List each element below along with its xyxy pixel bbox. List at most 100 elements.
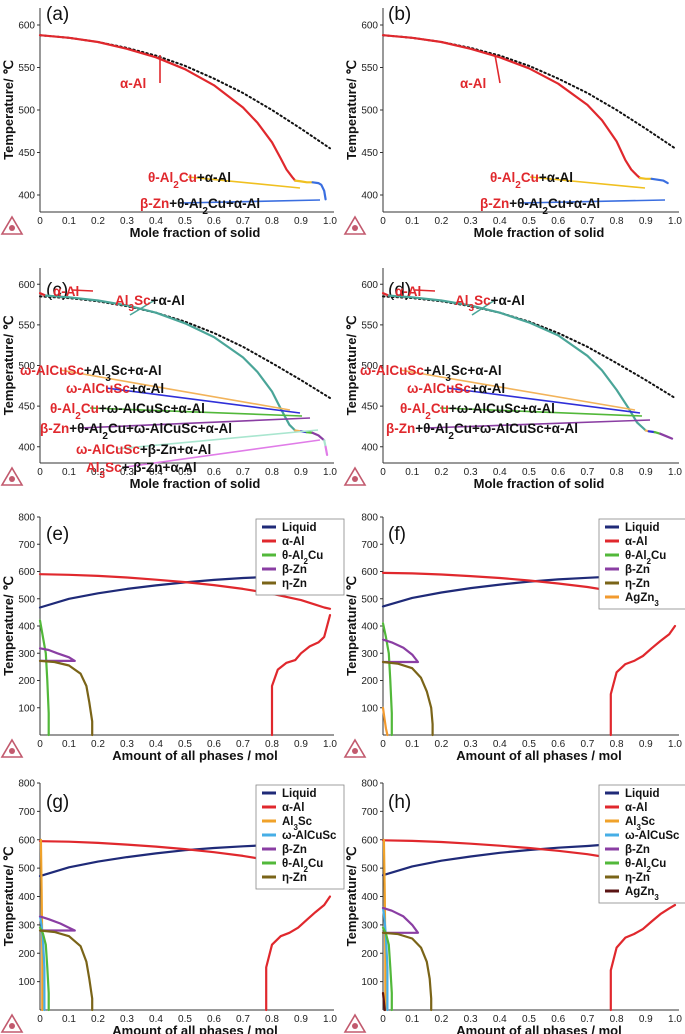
panel-label: (a) — [46, 4, 69, 25]
y-tick-label: 500 — [361, 106, 378, 117]
y-tick-label: 500 — [361, 361, 378, 372]
x-tick-label: 0.6 — [207, 739, 221, 750]
series-line — [381, 706, 389, 737]
y-tick-label: 700 — [18, 807, 35, 818]
legend-entry: Liquid — [282, 522, 317, 534]
annotation-label: α-Al — [395, 284, 421, 299]
series-line — [609, 903, 677, 1012]
x-axis-label: Mole fraction of solid — [474, 225, 605, 240]
annotation-label: Al3Sc+α-Al — [115, 293, 185, 314]
software-logo-icon — [0, 1013, 24, 1033]
annotation-leader — [439, 407, 643, 417]
series-line — [659, 432, 674, 440]
y-axis-label: Temperature/ ℃ — [1, 316, 16, 416]
x-tick-label: 0.6 — [551, 739, 565, 750]
legend-entry: α-Al — [282, 536, 304, 548]
legend-entry: η-Zn — [625, 578, 650, 590]
y-axis-label: Temperature/ ℃ — [1, 847, 16, 947]
software-logo-icon — [0, 466, 24, 486]
x-tick-label: 0.5 — [522, 467, 536, 478]
x-tick-label: 0.2 — [91, 739, 105, 750]
x-tick-label: 0.9 — [639, 1014, 653, 1025]
legend-entry: Al3Sc — [625, 816, 656, 832]
x-tick-label: 0.1 — [62, 216, 76, 227]
x-tick-label: 0.7 — [580, 739, 594, 750]
y-tick-label: 450 — [18, 148, 35, 159]
y-tick-label: 600 — [18, 280, 35, 291]
x-tick-label: 0.7 — [236, 739, 250, 750]
annotation-label: α-Al — [120, 76, 146, 91]
x-tick-label: 0 — [380, 1014, 386, 1025]
series-line — [39, 34, 331, 150]
x-tick-label: 0 — [380, 739, 386, 750]
legend-entry: ω-AlCuSc — [282, 830, 337, 842]
x-tick-label: 0.3 — [120, 1014, 134, 1025]
y-tick-label: 400 — [18, 622, 35, 633]
x-tick-label: 0.3 — [120, 739, 134, 750]
y-tick-label: 450 — [361, 402, 378, 413]
x-tick-label: 0.8 — [610, 216, 624, 227]
x-tick-label: 1.0 — [323, 467, 337, 478]
panel-label: (e) — [46, 524, 69, 545]
legend-entry: α-Al — [625, 802, 647, 814]
series-line — [270, 613, 332, 737]
annotation-label: ω-AlCuSc+α-Al — [407, 381, 505, 396]
x-tick-label: 0.6 — [551, 216, 565, 227]
x-tick-label: 0.4 — [149, 467, 163, 478]
x-tick-label: 0.5 — [522, 739, 536, 750]
series-line — [294, 179, 314, 184]
software-logo-icon — [0, 738, 24, 758]
x-tick-label: 0.3 — [120, 216, 134, 227]
x-tick-label: 0.5 — [522, 216, 536, 227]
y-tick-label: 550 — [18, 320, 35, 331]
annotation-leader — [519, 199, 666, 204]
x-tick-label: 0.4 — [493, 467, 507, 478]
annotation-label: ω-AlCuSc+β-Zn+α-Al — [76, 442, 211, 457]
software-logo-dot — [352, 225, 358, 231]
software-logo-dot — [9, 748, 15, 754]
x-tick-label: 0.4 — [493, 1014, 507, 1025]
y-tick-label: 800 — [361, 513, 378, 524]
series-line — [381, 622, 393, 737]
series-line — [381, 638, 420, 664]
series-line — [38, 34, 297, 182]
annotation-leader — [89, 407, 303, 417]
legend-entry: η-Zn — [282, 578, 307, 590]
x-tick-label: 0.8 — [265, 739, 279, 750]
annotation-leader — [399, 369, 636, 411]
x-tick-label: 0.9 — [294, 739, 308, 750]
software-logo-icon — [343, 215, 367, 235]
legend-entry: ω-AlCuSc — [625, 830, 680, 842]
x-tick-label: 0.5 — [178, 1014, 192, 1025]
series-line — [381, 906, 420, 934]
annotation-leader — [187, 176, 301, 189]
legend-entry: β-Zn — [282, 564, 307, 576]
x-axis-label: Mole fraction of solid — [474, 476, 605, 491]
legend-entry: AgZn3 — [625, 592, 659, 608]
legend-entry: θ-Al2Cu — [282, 858, 323, 874]
series-line — [38, 926, 50, 1012]
y-tick-label: 700 — [18, 540, 35, 551]
y-tick-label: 300 — [361, 920, 378, 931]
series-line — [265, 895, 332, 1012]
y-tick-label: 550 — [18, 63, 35, 74]
panel-label: (f) — [388, 524, 406, 545]
x-tick-label: 0.9 — [294, 216, 308, 227]
annotation-leader — [129, 299, 156, 316]
software-logo-dot — [352, 748, 358, 754]
annotation-leader — [115, 429, 319, 450]
x-tick-label: 0 — [380, 467, 386, 478]
y-tick-label: 300 — [18, 920, 35, 931]
y-tick-label: 700 — [361, 807, 378, 818]
software-logo-icon — [343, 738, 367, 758]
x-axis-label: Amount of all phases / mol — [456, 748, 621, 763]
software-logo-icon — [343, 466, 367, 486]
x-tick-label: 0 — [37, 739, 43, 750]
x-tick-label: 1.0 — [323, 216, 337, 227]
panel-label: (g) — [46, 792, 69, 813]
x-tick-label: 0 — [37, 1014, 43, 1025]
x-tick-label: 0.1 — [405, 1014, 419, 1025]
series-line — [38, 915, 76, 932]
annotation-leader — [59, 369, 291, 411]
